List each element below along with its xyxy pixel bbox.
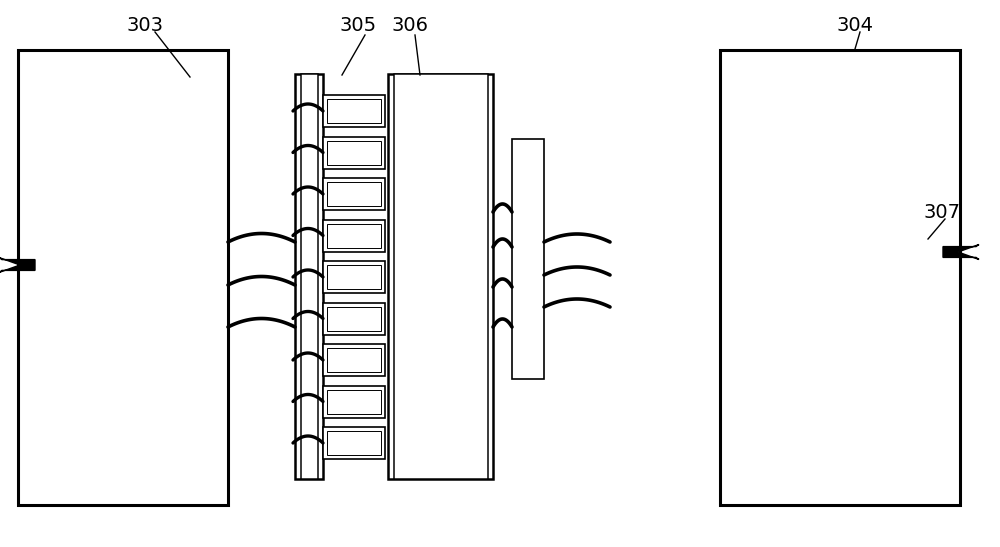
Bar [323, 261, 385, 293]
Text: 303: 303 [126, 15, 164, 34]
Bar [323, 302, 385, 335]
Bar [327, 265, 381, 289]
Bar [295, 74, 323, 479]
Bar [388, 74, 493, 479]
Text: 307: 307 [924, 202, 960, 222]
Polygon shape [943, 245, 979, 259]
Bar [327, 306, 381, 330]
Text: 305: 305 [339, 15, 377, 34]
Bar [327, 141, 381, 165]
Polygon shape [0, 258, 35, 272]
Bar [720, 50, 960, 505]
Bar [323, 95, 385, 127]
Bar [327, 389, 381, 414]
Bar [327, 99, 381, 123]
Bar [323, 344, 385, 376]
Bar [327, 224, 381, 247]
Bar [327, 348, 381, 372]
Text: 304: 304 [837, 15, 874, 34]
Bar [323, 386, 385, 417]
Bar [301, 74, 318, 479]
Bar [323, 427, 385, 459]
Bar [394, 74, 488, 479]
Bar [327, 182, 381, 206]
Text: 306: 306 [391, 15, 428, 34]
Bar [323, 219, 385, 252]
Bar [327, 431, 381, 455]
Bar [323, 137, 385, 168]
Bar [18, 50, 228, 505]
Bar [512, 139, 544, 379]
Bar [323, 178, 385, 210]
